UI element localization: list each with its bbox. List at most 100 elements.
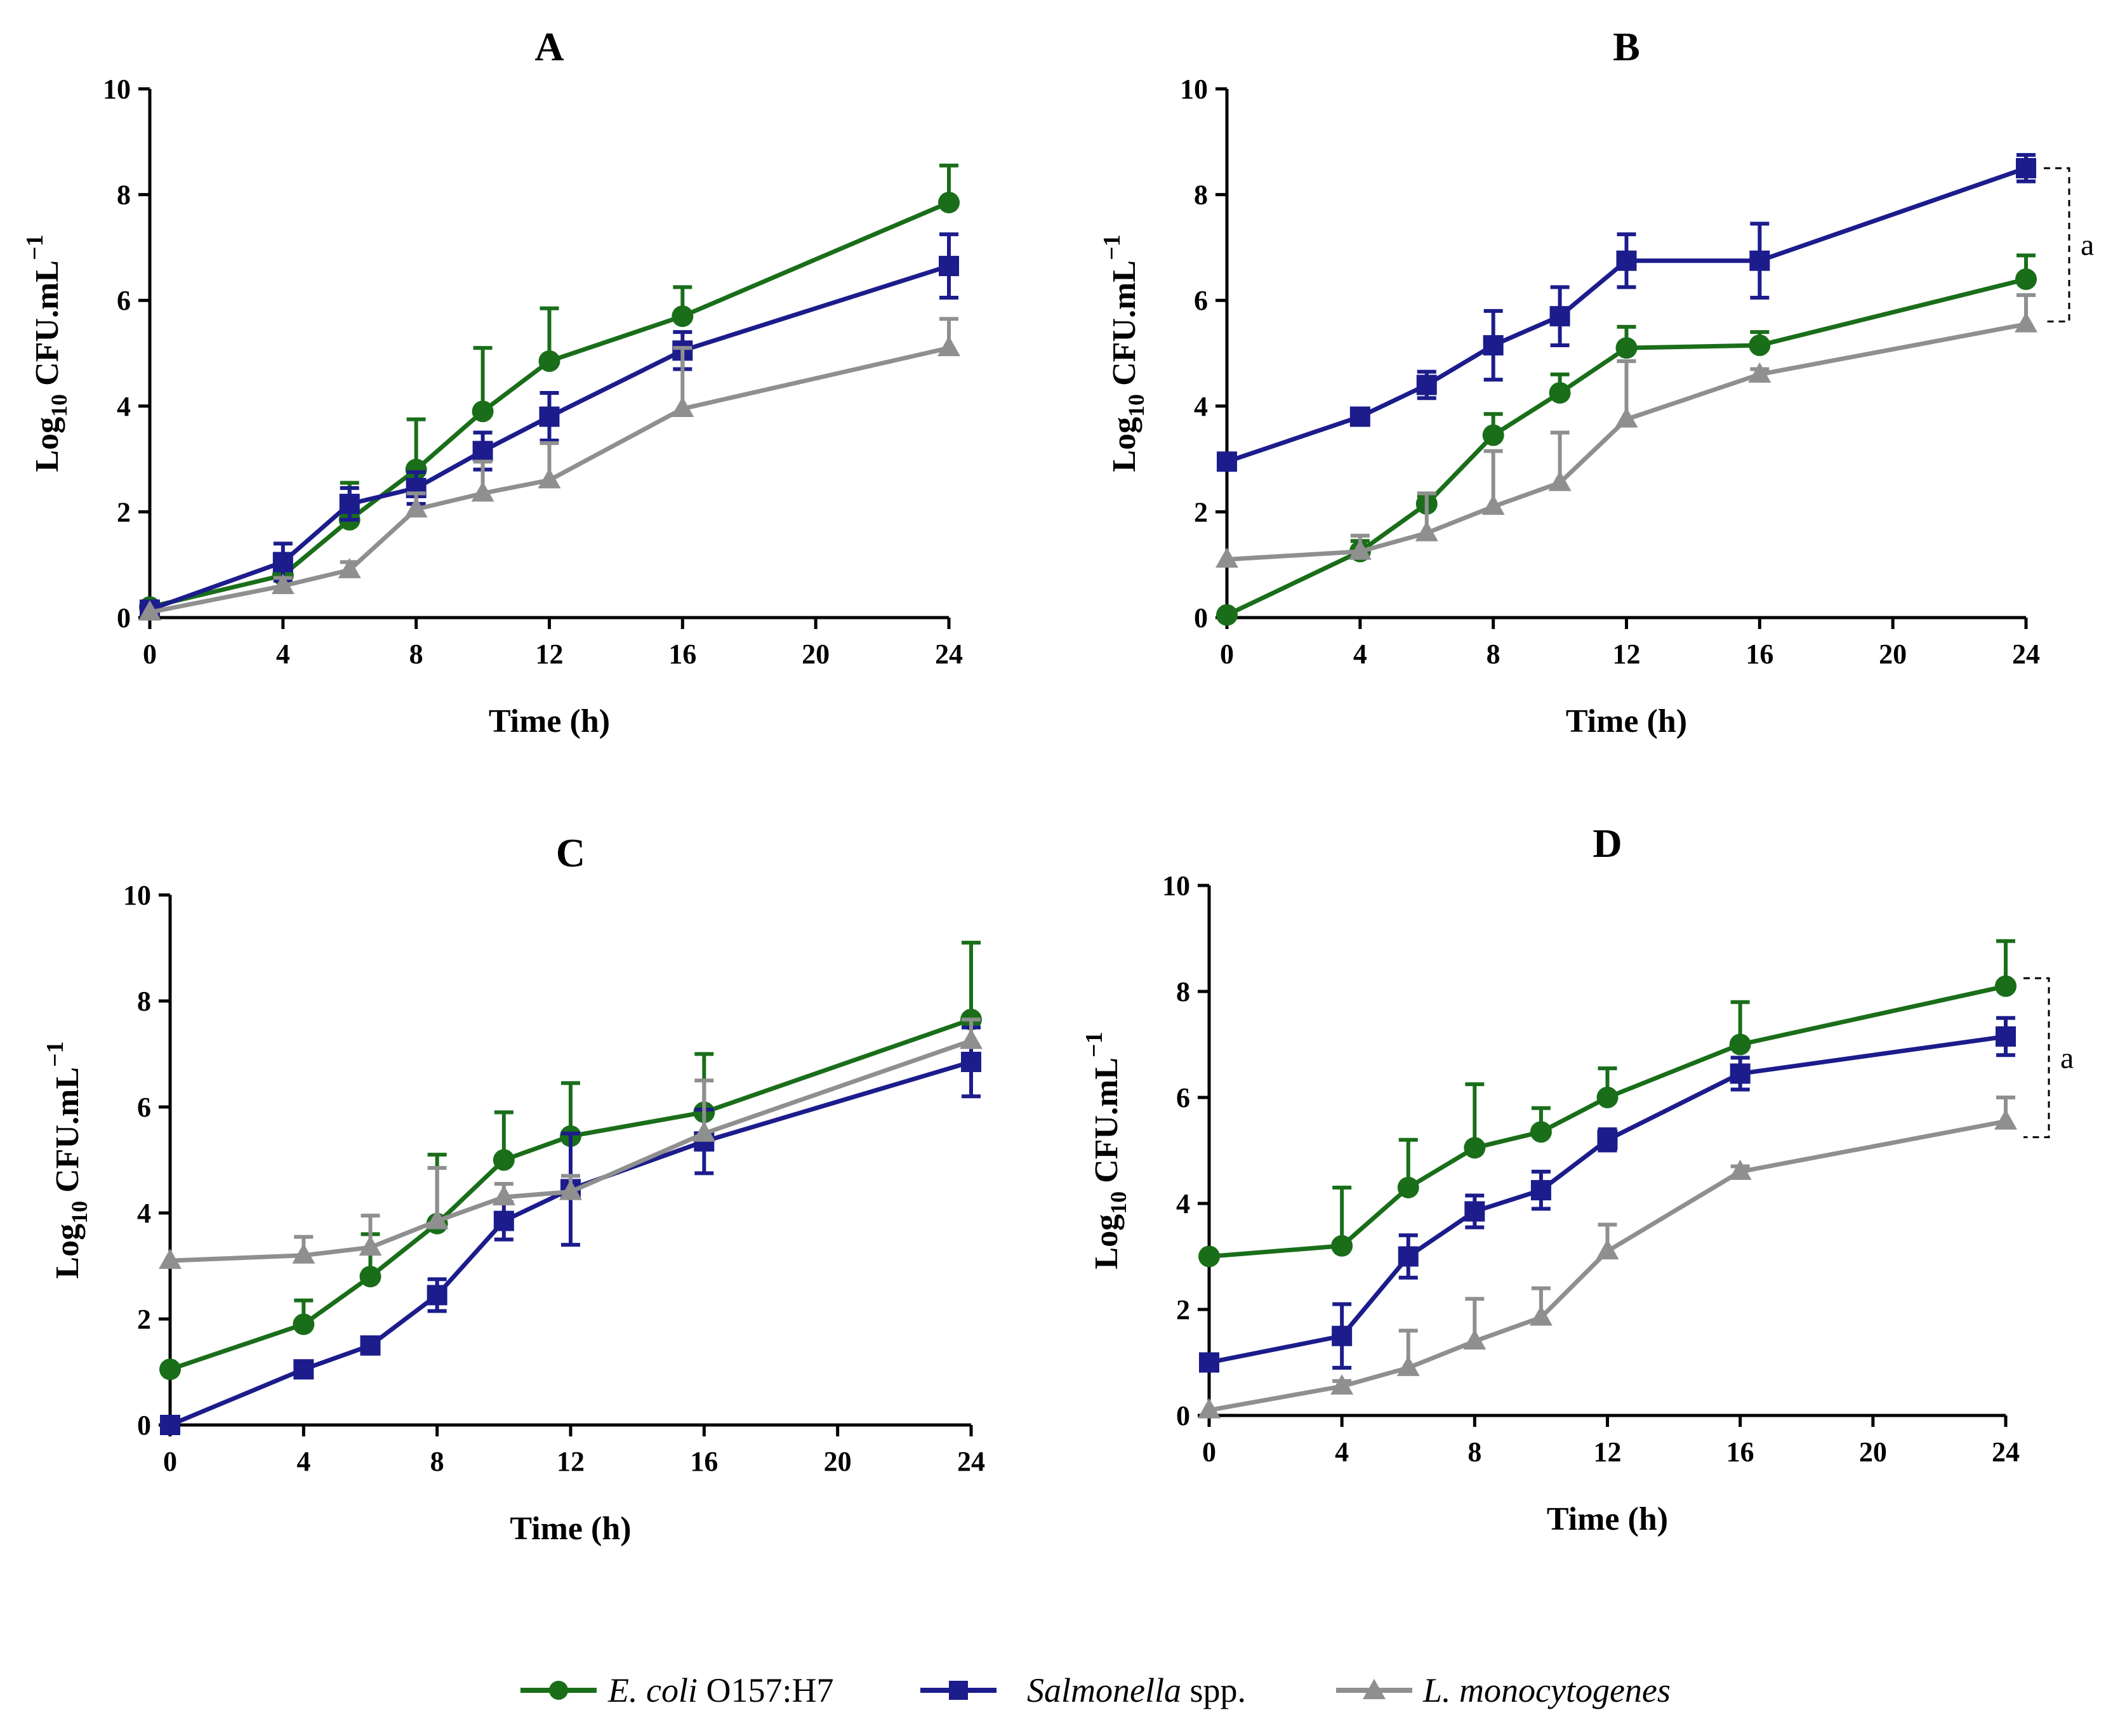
- y-tick-label: 8: [1194, 180, 1208, 211]
- x-tick-label: 0: [143, 639, 157, 670]
- series-line-salmonella: [1226, 166, 2027, 464]
- data-point-ecoli: [1331, 1235, 1353, 1257]
- x-tick-label: 8: [1487, 639, 1500, 670]
- data-point-listeria: [1596, 1239, 1619, 1260]
- x-axis-title: Time (h): [489, 703, 610, 739]
- series-listeria: [1198, 1096, 2017, 1419]
- x-tick-label: 8: [1467, 1436, 1481, 1468]
- panel-title-c: C: [556, 830, 585, 875]
- data-point-ecoli: [938, 192, 960, 214]
- data-point-listeria: [538, 468, 561, 489]
- data-point-listeria: [338, 558, 361, 579]
- data-point-salmonella: [1749, 250, 1770, 271]
- series-line-ecoli: [1226, 277, 2027, 617]
- data-point-salmonella: [1549, 306, 1570, 327]
- data-point-listeria: [1198, 1398, 1221, 1419]
- panel-title-d: D: [1593, 821, 1622, 866]
- y-axis-title: Log10 CFU.mL−1: [42, 1041, 92, 1278]
- data-point-salmonella: [160, 1415, 180, 1435]
- series-listeria: [1215, 293, 2037, 568]
- y-tick-label: 4: [1176, 1188, 1190, 1219]
- y-tick-label: 6: [1176, 1082, 1190, 1113]
- series-line-listeria: [149, 345, 950, 615]
- y-tick-label: 0: [117, 602, 131, 633]
- x-tick-label: 20: [824, 1446, 852, 1477]
- significance-label: a: [2081, 229, 2094, 262]
- data-point-ecoli: [1397, 1176, 1419, 1198]
- series-salmonella: [140, 232, 959, 620]
- data-point-ecoli: [159, 1358, 181, 1381]
- x-tick-label: 12: [557, 1446, 585, 1477]
- data-point-salmonella: [493, 1210, 514, 1231]
- x-tick-label: 4: [1335, 1436, 1349, 1468]
- data-point-ecoli: [1482, 424, 1504, 446]
- data-point-listeria: [1728, 1159, 1752, 1180]
- data-point-listeria: [1348, 539, 1372, 560]
- x-tick-label: 16: [1745, 639, 1773, 670]
- y-axis-title-sup: −1: [1099, 234, 1125, 260]
- y-axis-title-main: Log: [1089, 1214, 1125, 1269]
- series-salmonella: [1217, 153, 2036, 472]
- data-point-listeria: [292, 1243, 315, 1264]
- y-axis-title-rest: CFU.mL: [50, 1067, 86, 1201]
- data-point-salmonella: [1597, 1129, 1618, 1150]
- series-salmonella: [1199, 1016, 2016, 1373]
- legend-salmonella-rest: spp.: [1181, 1671, 1246, 1709]
- data-point-salmonella: [360, 1335, 381, 1356]
- y-tick-label: 10: [1162, 870, 1190, 901]
- data-point-salmonella: [939, 256, 959, 277]
- data-point-salmonella: [1332, 1325, 1353, 1346]
- legend-label-salmonella: Salmonella spp.: [1027, 1671, 1246, 1709]
- y-axis-title-sub: 10: [1123, 394, 1149, 417]
- x-tick-label: 20: [802, 639, 830, 670]
- x-tick-label: 0: [1220, 639, 1234, 670]
- data-point-ecoli: [1596, 1087, 1619, 1108]
- y-axis-title-sub: 10: [1106, 1191, 1131, 1214]
- data-point-salmonella: [1416, 374, 1437, 395]
- data-point-ecoli: [2015, 268, 2037, 290]
- y-axis-title: Log10 CFU.mL−1: [1099, 234, 1149, 472]
- data-point-listeria: [2015, 312, 2037, 333]
- significance-label: a: [2060, 1041, 2074, 1075]
- data-point-ecoli: [1995, 975, 2017, 997]
- data-point-ecoli: [293, 1313, 315, 1335]
- y-axis-title-sup: −1: [42, 1041, 69, 1067]
- y-tick-label: 2: [1176, 1294, 1190, 1325]
- x-tick-label: 4: [1353, 639, 1367, 670]
- series-line-salmonella: [169, 1059, 972, 1428]
- legend-ecoli-rest: O157:H7: [698, 1671, 834, 1709]
- data-point-salmonella: [1996, 1026, 2016, 1047]
- series-ecoli: [1216, 253, 2037, 626]
- x-axis-title: Time (h): [510, 1511, 631, 1547]
- legend-item-ecoli: E. coli O157:H7: [520, 1671, 833, 1709]
- significance-bracket: a: [2044, 167, 2094, 323]
- y-axis-title-rest: CFU.mL: [1106, 260, 1142, 394]
- data-point-listeria: [1529, 1305, 1553, 1326]
- legend-ecoli-italic: E. coli: [607, 1671, 698, 1709]
- y-axis-title-main: Log: [29, 417, 65, 472]
- data-point-salmonella: [293, 1359, 314, 1380]
- data-point-listeria: [1615, 407, 1638, 428]
- y-tick-label: 8: [137, 986, 151, 1017]
- data-point-ecoli: [359, 1266, 381, 1288]
- y-axis-title-rest: CFU.mL: [29, 260, 65, 394]
- data-point-ecoli: [1729, 1033, 1751, 1056]
- data-point-listeria: [492, 1184, 515, 1205]
- data-point-salmonella: [1349, 406, 1370, 427]
- x-tick-label: 0: [1202, 1436, 1216, 1468]
- x-tick-label: 24: [957, 1446, 985, 1477]
- data-point-ecoli: [1749, 335, 1771, 357]
- bracket-line: [2044, 167, 2070, 323]
- legend-item-listeria: L. monocytogenes: [1336, 1671, 1671, 1709]
- data-point-salmonella: [472, 441, 493, 461]
- x-tick-label: 12: [1613, 639, 1641, 670]
- series-line-listeria: [1209, 1119, 2006, 1413]
- data-point-ecoli: [1216, 604, 1238, 626]
- data-point-salmonella: [1730, 1063, 1751, 1084]
- legend-marker-ecoli: [549, 1681, 568, 1700]
- data-point-salmonella: [539, 406, 560, 427]
